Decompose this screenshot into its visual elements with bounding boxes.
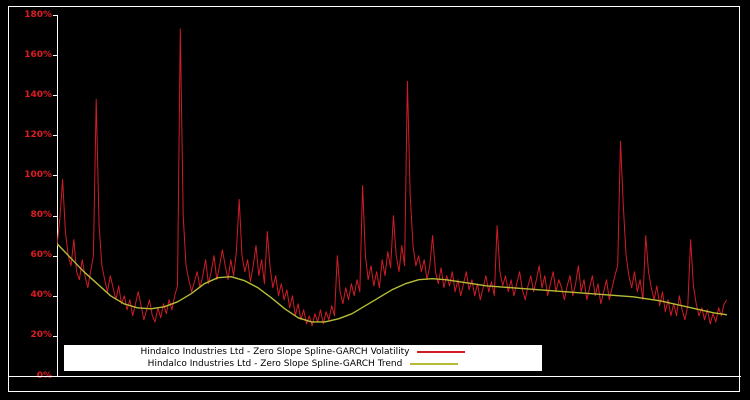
y-tick-mark (53, 15, 57, 16)
y-tick-mark (53, 335, 57, 337)
y-tick-mark (53, 55, 57, 57)
legend-row-trend: Hindalco Industries Ltd - Zero Slope Spl… (64, 358, 542, 370)
y-tick-label: 0% (8, 371, 52, 382)
y-tick-mark (53, 95, 57, 97)
y-tick-label: 40% (30, 290, 52, 301)
y-tick-label: 100% (24, 169, 52, 180)
legend: Hindalco Industries Ltd - Zero Slope Spl… (64, 345, 542, 371)
y-tick-label: 140% (24, 89, 52, 100)
y-tick-mark (53, 255, 57, 257)
legend-trend-line-sample (410, 363, 459, 365)
series-line-trend (57, 243, 727, 323)
legend-volatility-line-sample (417, 351, 466, 353)
plot-area (57, 28, 727, 327)
y-tick-label: 80% (30, 210, 52, 221)
y-tick-mark (53, 215, 57, 217)
y-tick-mark (53, 135, 57, 137)
y-tick-label: 60% (30, 250, 52, 261)
legend-volatility-label: Hindalco Industries Ltd - Zero Slope Spl… (140, 347, 410, 357)
y-tick-label: 180% (24, 9, 52, 20)
y-tick-mark (53, 295, 57, 297)
y-tick-label: 160% (24, 49, 52, 60)
legend-row-volatility: Hindalco Industries Ltd - Zero Slope Spl… (64, 346, 542, 358)
series-line-volatility (57, 28, 727, 327)
y-tick-label: 120% (24, 129, 52, 140)
y-tick-label: 20% (30, 330, 52, 341)
chart-frame (8, 6, 740, 392)
y-tick-mark (53, 175, 57, 177)
x-axis-line (9, 376, 741, 377)
legend-trend-label: Hindalco Industries Ltd - Zero Slope Spl… (147, 359, 403, 369)
y-axis-line (57, 15, 58, 377)
